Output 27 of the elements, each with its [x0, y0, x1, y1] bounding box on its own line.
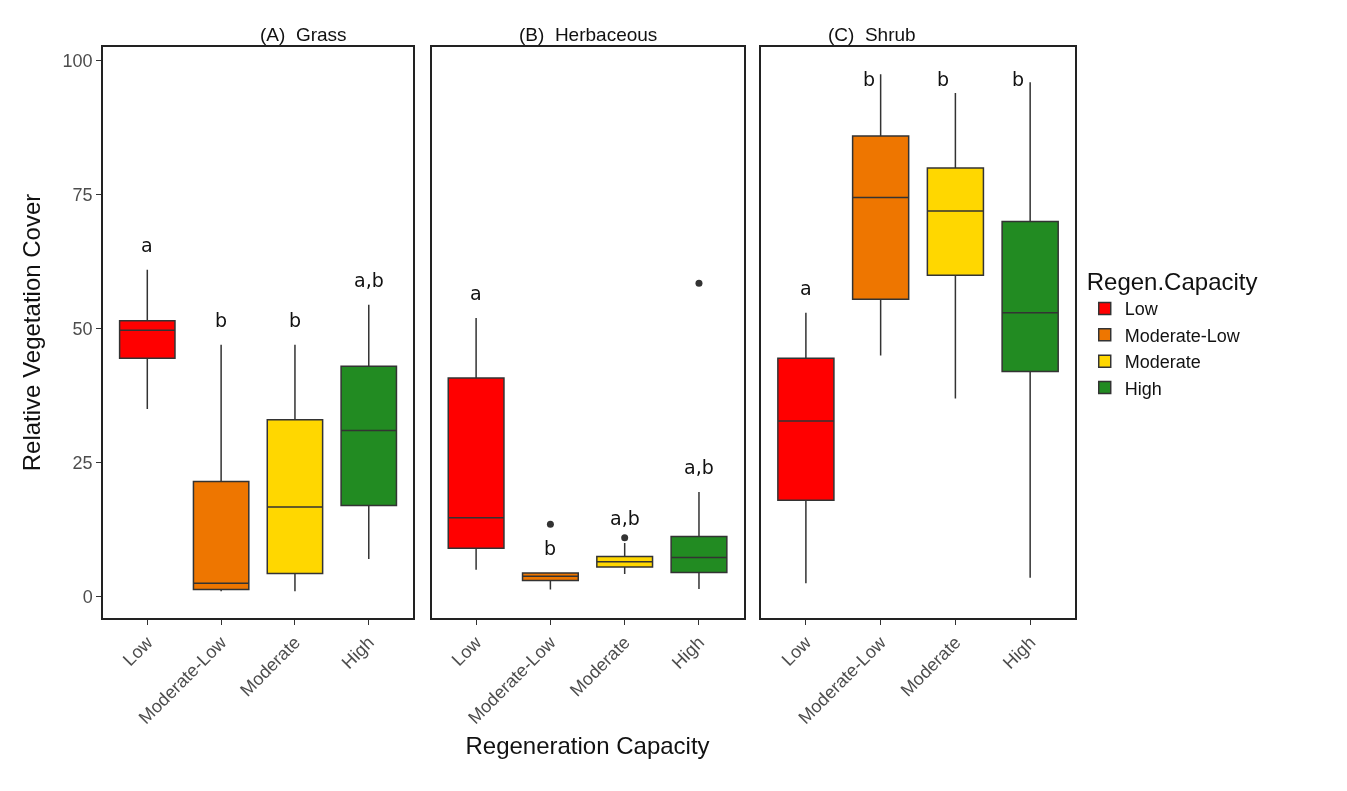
annotation: b [544, 537, 557, 559]
legend-label: Low [1124, 299, 1159, 320]
y-tick-label: 50 [72, 319, 93, 340]
annotation: b [289, 309, 302, 331]
annotation: a [470, 282, 482, 304]
annotation: a [141, 234, 153, 256]
annotation: b [1012, 68, 1025, 90]
x-axis-title: Regeneration Capacity [465, 731, 710, 759]
chart-title: (B) Herbaceous [519, 24, 658, 45]
chart-title: (A) Grass [260, 24, 347, 45]
annotation: b [937, 68, 950, 90]
annotation: b [215, 309, 228, 331]
y-axis-title: Relative Vegetation Cover [18, 193, 46, 472]
legend-label: High [1124, 378, 1162, 399]
chart-title: (C) Shrub [828, 24, 916, 45]
annotation: a,b [354, 269, 384, 291]
y-tick-label: 0 [82, 586, 93, 607]
legend-title: Regen.Capacity [1086, 268, 1258, 296]
y-tick-label: 100 [62, 51, 93, 72]
legend-label: Moderate-Low [1124, 325, 1241, 346]
annotation: a [800, 277, 812, 299]
annotation: a,b [610, 507, 640, 529]
legend-label: Moderate [1124, 352, 1201, 373]
annotation: b [863, 68, 876, 90]
annotation: a,b [684, 456, 714, 478]
y-tick-label: 75 [72, 185, 93, 206]
y-tick-label: 25 [72, 452, 93, 473]
